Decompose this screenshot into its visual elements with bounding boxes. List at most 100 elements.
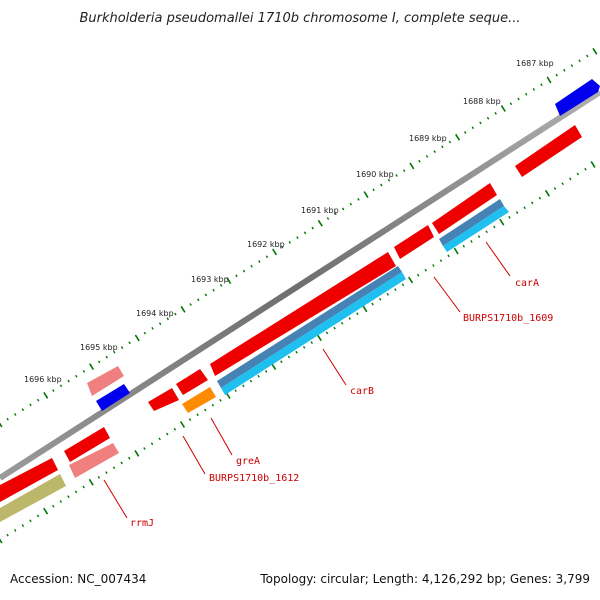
scale-tick (151, 327, 154, 330)
scale-tick (363, 191, 369, 199)
scale-tick (508, 215, 511, 219)
callout-lines (103, 241, 511, 519)
scale-tick (250, 264, 253, 268)
scale-tick (439, 259, 443, 263)
scale-tick (509, 102, 513, 106)
scale-tick (265, 255, 269, 259)
scale-tick (105, 471, 108, 474)
scale-tick (288, 241, 292, 244)
scale-tick (486, 116, 490, 120)
gene-bar[interactable] (443, 206, 509, 252)
gene-bar[interactable] (182, 387, 216, 413)
scale-tick (6, 417, 9, 421)
scale-tick (334, 212, 337, 216)
scale-label: 1689 kbp (409, 134, 447, 143)
scale-tick (563, 68, 566, 72)
gene-bar[interactable] (439, 199, 504, 246)
gene-arrow[interactable] (515, 125, 582, 177)
gene-arrow[interactable] (394, 225, 434, 259)
gene-arrow[interactable] (210, 252, 396, 376)
scale-tick (395, 174, 398, 177)
scale-tick (448, 140, 452, 144)
scale-tick (105, 355, 108, 359)
scale-tick (82, 370, 86, 373)
scale-tick (272, 248, 278, 256)
scale-tick (380, 183, 383, 187)
scale-tick (576, 172, 580, 176)
gene-label[interactable]: BURPS1710b_1612 (209, 473, 299, 484)
gene-bar[interactable] (69, 443, 119, 478)
scale-tick (204, 293, 208, 297)
gene-bar[interactable] (217, 266, 402, 388)
scale-tick (523, 206, 526, 210)
scale-tick (453, 247, 459, 255)
gene-arrow[interactable] (432, 183, 497, 234)
scale-tick (524, 92, 528, 96)
chromosome-backbone (0, 89, 600, 481)
scale-tick (418, 159, 421, 163)
scale-tick (310, 341, 313, 344)
scale-tick (43, 391, 49, 399)
scale-tick (402, 169, 406, 173)
scale-tick (515, 211, 519, 214)
scale-tick (0, 422, 3, 428)
scale-tick (317, 219, 323, 227)
scale-tick (341, 207, 345, 211)
scale-tick (212, 288, 215, 292)
scale-tick (561, 182, 564, 186)
scale-tick (52, 389, 55, 392)
scale-tick (325, 331, 329, 335)
gene-bar[interactable] (221, 272, 406, 395)
scale-tick (128, 341, 131, 345)
scale-tick (280, 360, 283, 364)
scale-tick (120, 461, 123, 465)
gene-label[interactable]: BURPS1710b_1609 (463, 313, 553, 324)
scale-label: 1691 kbp (301, 206, 339, 215)
scale-tick (29, 403, 32, 407)
scale-tick (425, 155, 429, 158)
scale-label: 1693 kbp (191, 275, 229, 284)
scale-label: 1695 kbp (80, 343, 118, 352)
gene-arrow[interactable] (148, 388, 179, 411)
scale-tick (264, 370, 268, 373)
scale-tick (143, 447, 146, 450)
scale-tick (340, 321, 344, 325)
scale-tick (21, 408, 25, 412)
scale-tick (197, 298, 200, 302)
scale-tick (447, 254, 450, 258)
gene-arrow[interactable] (555, 79, 600, 116)
scale-tick (271, 363, 277, 371)
scale-tick (500, 105, 506, 112)
scale-tick (0, 538, 3, 544)
gene-label[interactable]: greA (236, 456, 260, 467)
scale-tick (531, 201, 534, 205)
gene-arrow[interactable] (96, 384, 130, 411)
scale-tick (234, 389, 237, 393)
scale-tick (433, 150, 436, 153)
scale-tick (295, 350, 298, 354)
scale-tick (555, 73, 558, 77)
scale-tick (424, 268, 427, 272)
gene-arrow[interactable] (176, 369, 208, 395)
scale-tick (6, 533, 9, 537)
scale-tick (485, 230, 488, 234)
gene-label[interactable]: carA (515, 278, 539, 289)
scale-tick (59, 500, 63, 503)
scale-tick (134, 334, 140, 342)
scale-tick (462, 244, 466, 248)
gene-bar[interactable] (0, 474, 66, 522)
scale-tick (13, 529, 17, 532)
scale-tick (517, 97, 520, 101)
gene-label[interactable]: rrmJ (130, 518, 154, 529)
gene-arrow[interactable] (64, 427, 110, 462)
scale-tick (128, 456, 131, 460)
scale-tick (158, 322, 162, 326)
scale-tick (570, 64, 574, 67)
gene-arrow[interactable] (87, 366, 124, 396)
scale-tick (29, 519, 32, 523)
gene-arrow[interactable] (0, 458, 58, 502)
scale-tick (494, 111, 497, 115)
scale-tick (540, 83, 543, 87)
gene-label[interactable]: carB (350, 386, 374, 397)
